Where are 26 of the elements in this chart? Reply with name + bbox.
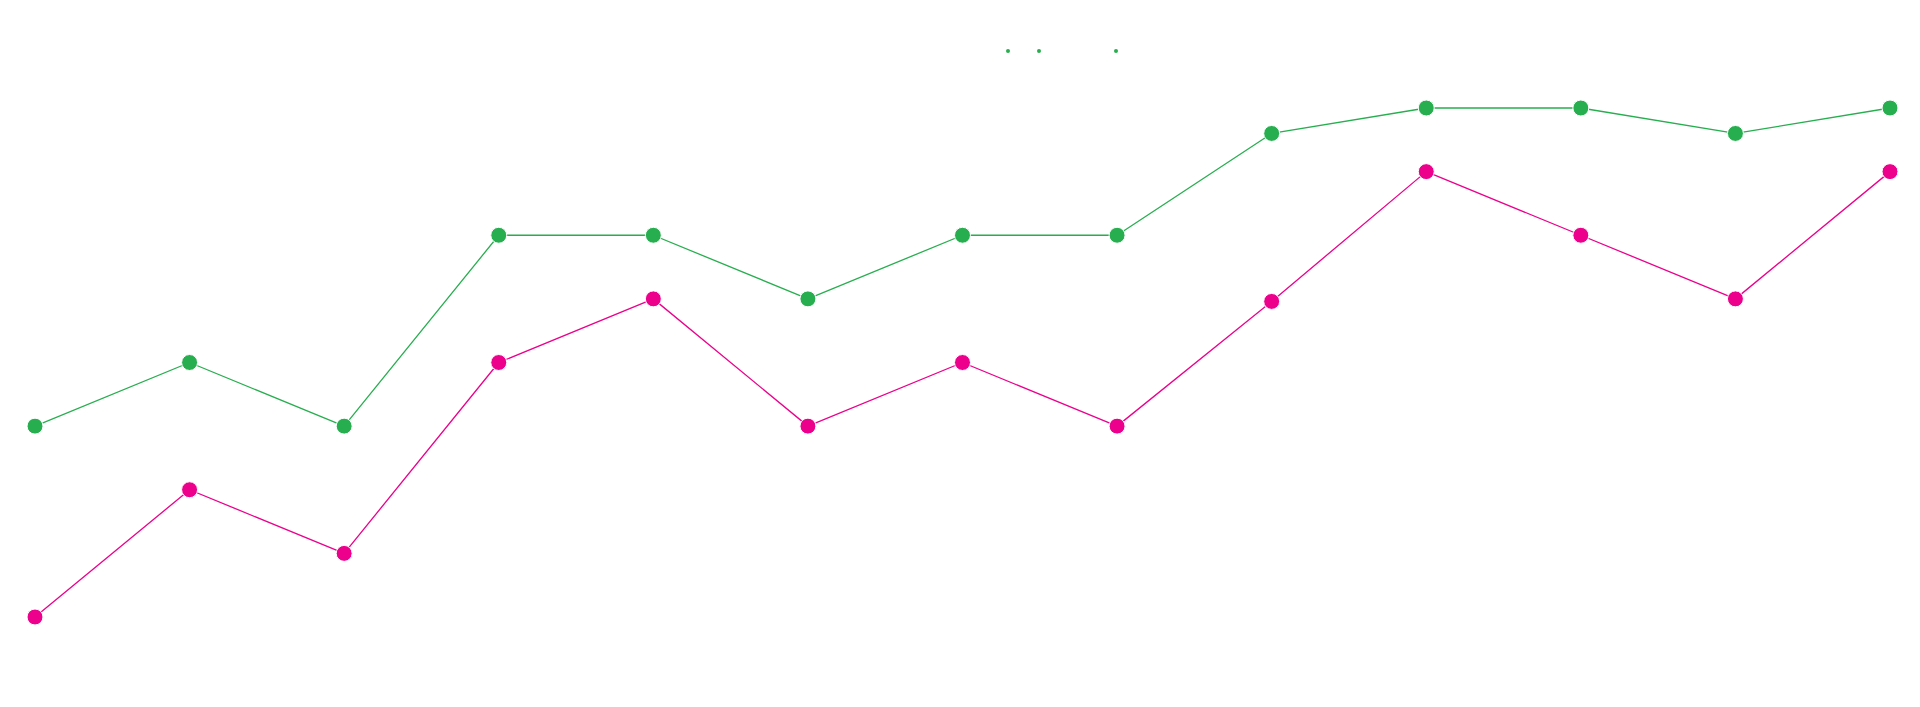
point [1108, 417, 1126, 435]
point [490, 226, 508, 244]
point [1726, 124, 1744, 142]
point [954, 354, 971, 371]
point [181, 354, 199, 371]
point [954, 226, 971, 244]
point [1263, 292, 1281, 310]
point [1881, 99, 1899, 117]
point [490, 354, 508, 371]
point [1263, 124, 1281, 142]
point [1417, 163, 1435, 181]
point [799, 417, 817, 435]
point [335, 417, 353, 435]
point [1881, 163, 1899, 181]
point [644, 226, 662, 244]
point [335, 544, 353, 562]
point [181, 481, 199, 499]
point [1417, 99, 1435, 117]
point [26, 608, 44, 626]
point [644, 290, 662, 308]
point [1572, 99, 1590, 117]
point [799, 290, 817, 308]
point [1108, 226, 1126, 244]
point [26, 417, 44, 435]
point [1572, 226, 1590, 244]
point [1726, 290, 1744, 308]
